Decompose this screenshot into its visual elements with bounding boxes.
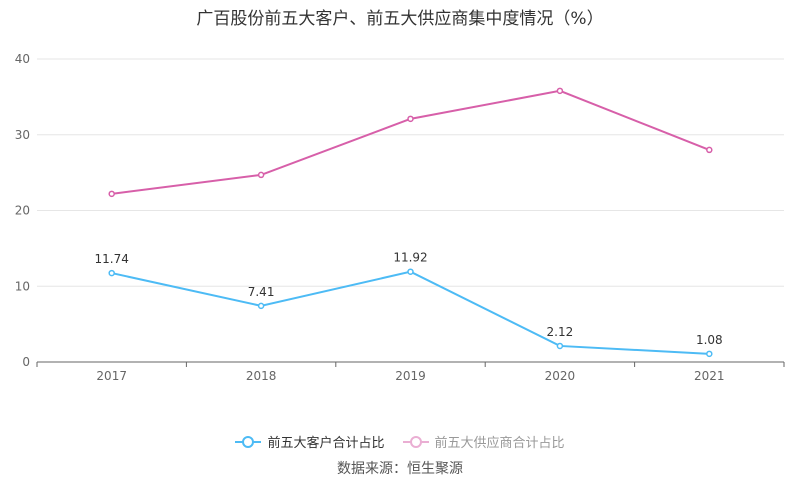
data-point bbox=[108, 190, 115, 198]
y-tick-label: 0 bbox=[22, 355, 30, 369]
data-point bbox=[556, 87, 564, 95]
chart-title: 广百股份前五大客户、前五大供应商集中度情况（%） bbox=[196, 9, 604, 29]
y-tick-label: 30 bbox=[15, 128, 30, 142]
data-point bbox=[257, 302, 265, 310]
legend: 前五大客户合计占比 前五大供应商合计占比 bbox=[0, 432, 800, 451]
legend-label: 前五大客户合计占比 bbox=[267, 436, 385, 451]
x-tick-label: 2020 bbox=[545, 369, 576, 383]
data-point bbox=[706, 146, 713, 154]
data-point bbox=[706, 350, 713, 358]
series-line-0 bbox=[111, 270, 710, 355]
data-label: 1.08 bbox=[696, 333, 723, 347]
legend-item-customers[interactable]: 前五大客户合计占比 bbox=[235, 432, 385, 451]
series-line-1 bbox=[111, 89, 710, 195]
x-tick-label: 2017 bbox=[96, 369, 127, 383]
data-point bbox=[257, 171, 265, 179]
data-point bbox=[556, 342, 564, 350]
y-tick-label: 20 bbox=[15, 204, 30, 218]
data-source: 数据来源：恒生聚源 bbox=[337, 461, 463, 477]
x-tick-label: 2021 bbox=[694, 369, 725, 383]
x-tick-label: 2018 bbox=[246, 369, 277, 383]
x-tick-label: 2019 bbox=[395, 369, 426, 383]
y-tick-label: 10 bbox=[15, 279, 30, 293]
legend-label: 前五大供应商合计占比 bbox=[434, 436, 565, 451]
data-point bbox=[407, 268, 414, 275]
legend-item-suppliers[interactable]: 前五大供应商合计占比 bbox=[402, 432, 565, 451]
legend-line-icon bbox=[402, 435, 429, 448]
legend-line-icon bbox=[235, 435, 262, 448]
data-point bbox=[108, 269, 115, 277]
y-tick-label: 40 bbox=[15, 52, 30, 66]
data-point bbox=[407, 115, 414, 123]
data-label: 11.92 bbox=[393, 251, 427, 265]
data-label: 7.41 bbox=[248, 285, 275, 299]
data-label: 11.74 bbox=[95, 252, 129, 266]
data-label: 2.12 bbox=[547, 325, 574, 339]
